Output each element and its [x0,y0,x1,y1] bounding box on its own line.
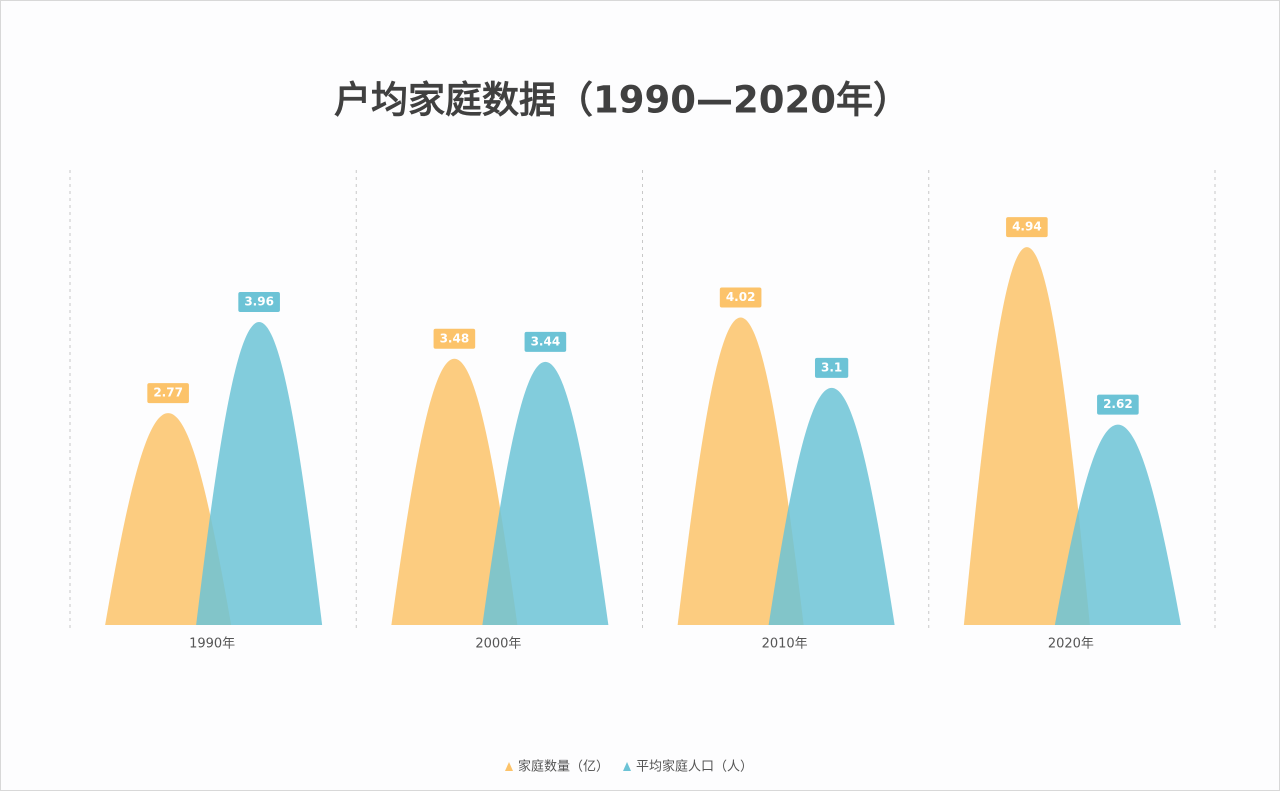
value-label-text: 3.96 [244,295,274,309]
peak [1054,424,1181,625]
value-label: 3.44 [524,331,567,352]
value-label-text: 3.48 [440,331,470,345]
legend-marker [505,762,513,771]
value-label-text: 4.94 [1012,220,1042,234]
x-tick-label: 2020年 [1048,637,1094,652]
value-label: 2.62 [1097,394,1139,415]
value-label-bg [238,292,280,313]
x-tick-label: 2000年 [475,637,521,652]
value-label-bg [1097,394,1139,415]
value-label-text: 2.62 [1103,397,1133,411]
legend-label: 家庭数量（亿） [518,759,609,775]
value-label: 3.96 [238,292,280,313]
value-label-text: 4.02 [726,290,756,304]
chart-title: 户均家庭数据（1990—2020年） [334,79,910,122]
peak [963,247,1090,625]
value-label-bg [814,357,849,378]
x-tick-label: 2010年 [762,637,808,652]
legend-label: 平均家庭人口（人） [636,759,753,775]
value-label-bg [433,328,476,349]
value-label-bg [1006,217,1048,238]
value-label-text: 3.1 [821,360,842,374]
value-label: 2.77 [147,383,189,404]
value-label: 3.48 [433,328,476,349]
value-label-text: 2.77 [153,386,183,400]
peak [196,322,323,625]
peak [768,387,895,625]
peak [105,413,232,625]
value-label: 4.94 [1006,217,1048,238]
legend-marker [623,762,632,771]
value-label-bg [524,331,567,352]
peak [391,358,518,625]
value-label: 4.02 [719,287,762,308]
peak [482,361,609,625]
value-label-bg [147,383,189,404]
value-label: 3.1 [814,357,849,378]
peak [677,317,804,625]
x-tick-label: 1990年 [189,637,235,652]
value-label-text: 3.44 [531,334,561,348]
value-label-bg [719,287,762,308]
